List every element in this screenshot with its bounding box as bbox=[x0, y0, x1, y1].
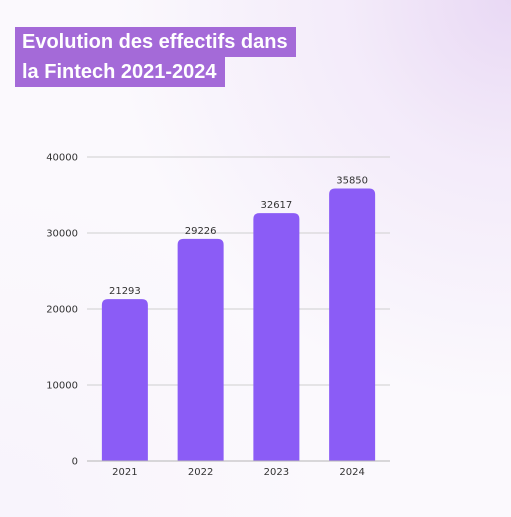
bar-2021 bbox=[101, 299, 148, 461]
x-tick-label-2021: 2021 bbox=[112, 467, 137, 478]
y-tick-label-40000: 40000 bbox=[46, 153, 78, 164]
y-tick-label-20000: 20000 bbox=[46, 305, 78, 316]
x-tick-label-2024: 2024 bbox=[339, 467, 364, 478]
data-label-2021: 21293 bbox=[109, 286, 141, 297]
chart-title-line-2: la Fintech 2021-2024 bbox=[15, 57, 225, 87]
x-tick-label-2023: 2023 bbox=[264, 467, 289, 478]
bar-2024 bbox=[329, 188, 376, 462]
x-tick-label-2022: 2022 bbox=[188, 467, 213, 478]
bar-2022 bbox=[177, 238, 224, 461]
data-label-2023: 32617 bbox=[260, 200, 292, 211]
y-tick-label-30000: 30000 bbox=[46, 229, 78, 240]
y-tick-label-10000: 10000 bbox=[46, 381, 78, 392]
data-label-2022: 29226 bbox=[185, 226, 217, 237]
bar-2023 bbox=[253, 213, 300, 461]
y-tick-label-0: 0 bbox=[72, 457, 78, 468]
chart-title: Evolution des effectifs dans la Fintech … bbox=[15, 27, 345, 87]
data-label-2024: 35850 bbox=[336, 176, 368, 187]
chart-title-line-1: Evolution des effectifs dans bbox=[15, 27, 296, 57]
